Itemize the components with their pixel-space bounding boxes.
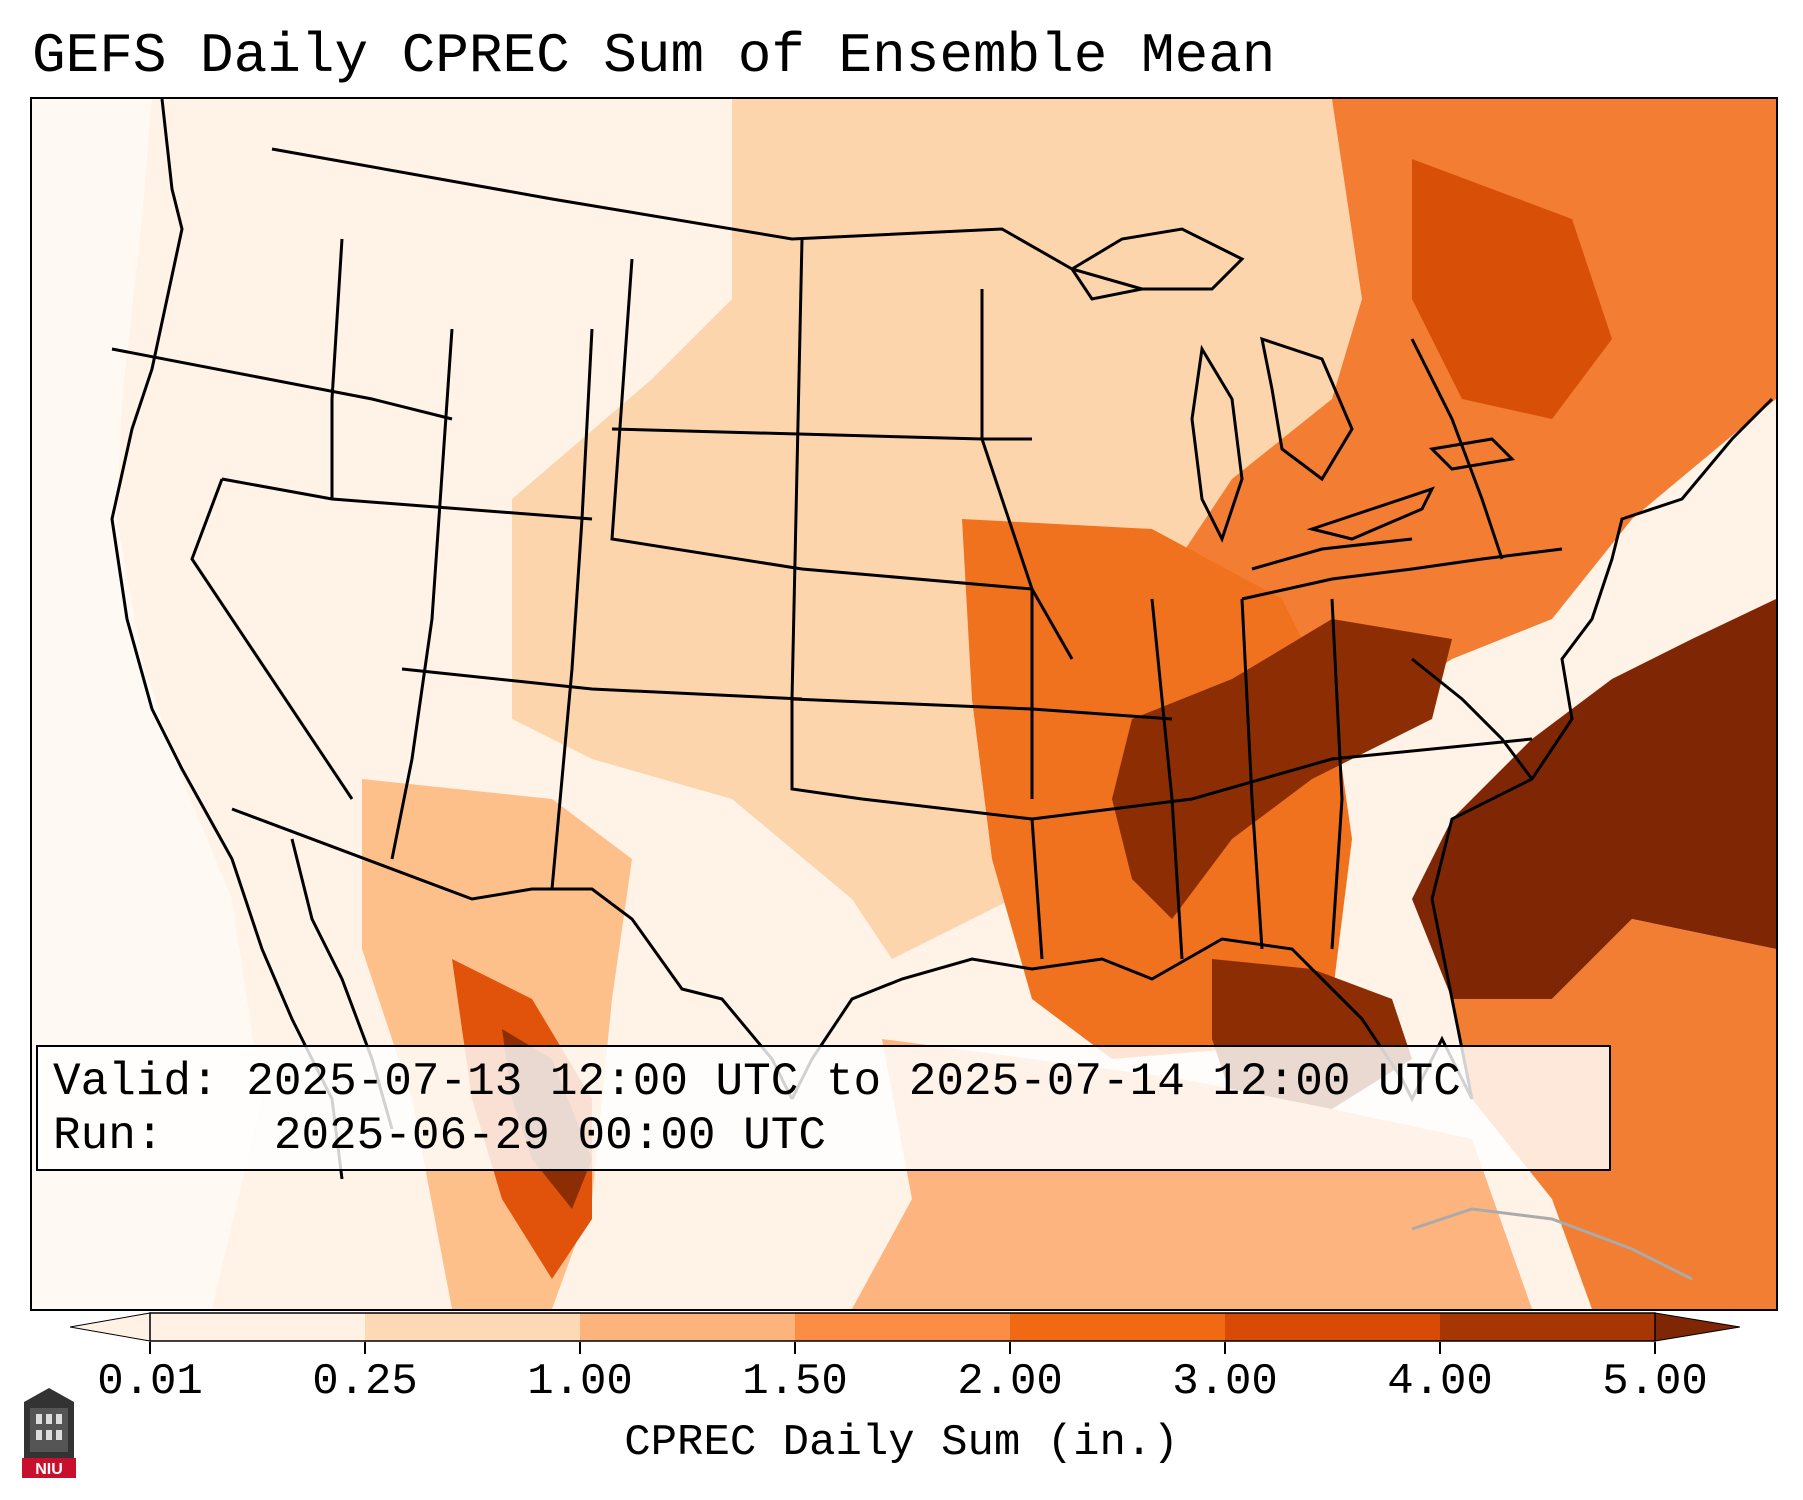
colorbar-tick-label: 1.50 [742, 1357, 848, 1407]
run-label: Run: [53, 1110, 164, 1162]
lake-superior [1069, 227, 1245, 301]
precip-field-northeast [1152, 99, 1776, 719]
state-line [1330, 598, 1344, 950]
cuba-coastline [1411, 1207, 1693, 1281]
colorbar [70, 1312, 1740, 1342]
state-line [550, 328, 594, 890]
state-line [390, 328, 454, 860]
state-line [1240, 598, 1264, 950]
valid-value: 2025-07-13 12:00 UTC to 2025-07-14 12:00… [246, 1056, 1461, 1108]
state-line [1031, 737, 1533, 821]
state-line [1150, 598, 1184, 960]
colorbar-segment [365, 1313, 581, 1341]
valid-row: Valid: 2025-07-13 12:00 UTC to 2025-07-1… [53, 1055, 1594, 1109]
precip-field-quebec [1412, 159, 1612, 419]
atlantic-coastline [1430, 397, 1774, 1100]
niu-logo: NIU [20, 1384, 78, 1480]
colorbar-segment [150, 1313, 366, 1341]
state-line [1410, 338, 1504, 560]
lake-ontario [1428, 437, 1516, 471]
state-line [330, 238, 344, 499]
valid-run-info-box: Valid: 2025-07-13 12:00 UTC to 2025-07-1… [36, 1045, 1611, 1171]
colorbar-tick-label: 0.25 [312, 1357, 418, 1407]
lake-erie [1306, 486, 1435, 541]
colorbar-tick-label: 3.00 [1172, 1357, 1278, 1407]
colorbar-tick-label: 0.01 [97, 1357, 203, 1407]
colorbar-segment [795, 1313, 1011, 1341]
precip-field-atlantic [1452, 919, 1776, 1309]
colorbar-tick-label: 1.00 [527, 1357, 633, 1407]
state-line [190, 478, 354, 800]
state-line [401, 667, 803, 701]
niu-logo-icon: NIU [22, 1388, 76, 1478]
us-mexico-border [231, 807, 794, 1100]
colorbar-segment [1440, 1313, 1656, 1341]
colorbar-tick-label: 2.00 [957, 1357, 1063, 1407]
state-line [790, 238, 863, 801]
precip-field-tennessee-core [1112, 619, 1452, 919]
lake-michigan [1190, 344, 1244, 543]
colorbar-segment [580, 1313, 796, 1341]
colorbar-segment [1010, 1313, 1226, 1341]
precip-field-atlantic-core [1412, 599, 1776, 999]
colorbar-tick-label: 4.00 [1387, 1357, 1493, 1407]
colorbar-outline [149, 1312, 1656, 1342]
lake-huron [1260, 336, 1354, 482]
boundary-lines [110, 99, 1774, 1281]
precip-field-pacific [32, 99, 262, 1309]
colorbar-label: CPREC Daily Sum (in.) [624, 1418, 1179, 1468]
colorbar-tick-label: 5.00 [1602, 1357, 1708, 1407]
us-canada-border [271, 147, 1143, 291]
state-line [111, 347, 453, 421]
colorbar-extend-low [70, 1312, 151, 1342]
run-value: 2025-06-29 00:00 UTC [273, 1110, 826, 1162]
state-line [610, 258, 803, 571]
state-line [1241, 547, 1563, 601]
valid-label: Valid: [53, 1056, 219, 1108]
run-row: Run: 2025-06-29 00:00 UTC [53, 1109, 1594, 1163]
pacific-coastline [110, 99, 344, 1180]
colorbar-tick-marks [149, 1342, 1656, 1354]
colorbar-segment [1225, 1313, 1441, 1341]
precip-field-plains [512, 99, 1372, 959]
state-line [1411, 657, 1534, 780]
map-title: GEFS Daily CPREC Sum of Ensemble Mean [32, 24, 1276, 88]
logo-text: NIU [35, 1461, 63, 1478]
state-line [980, 289, 1034, 799]
colorbar-extend-high [1654, 1312, 1740, 1342]
state-line [1251, 537, 1413, 571]
